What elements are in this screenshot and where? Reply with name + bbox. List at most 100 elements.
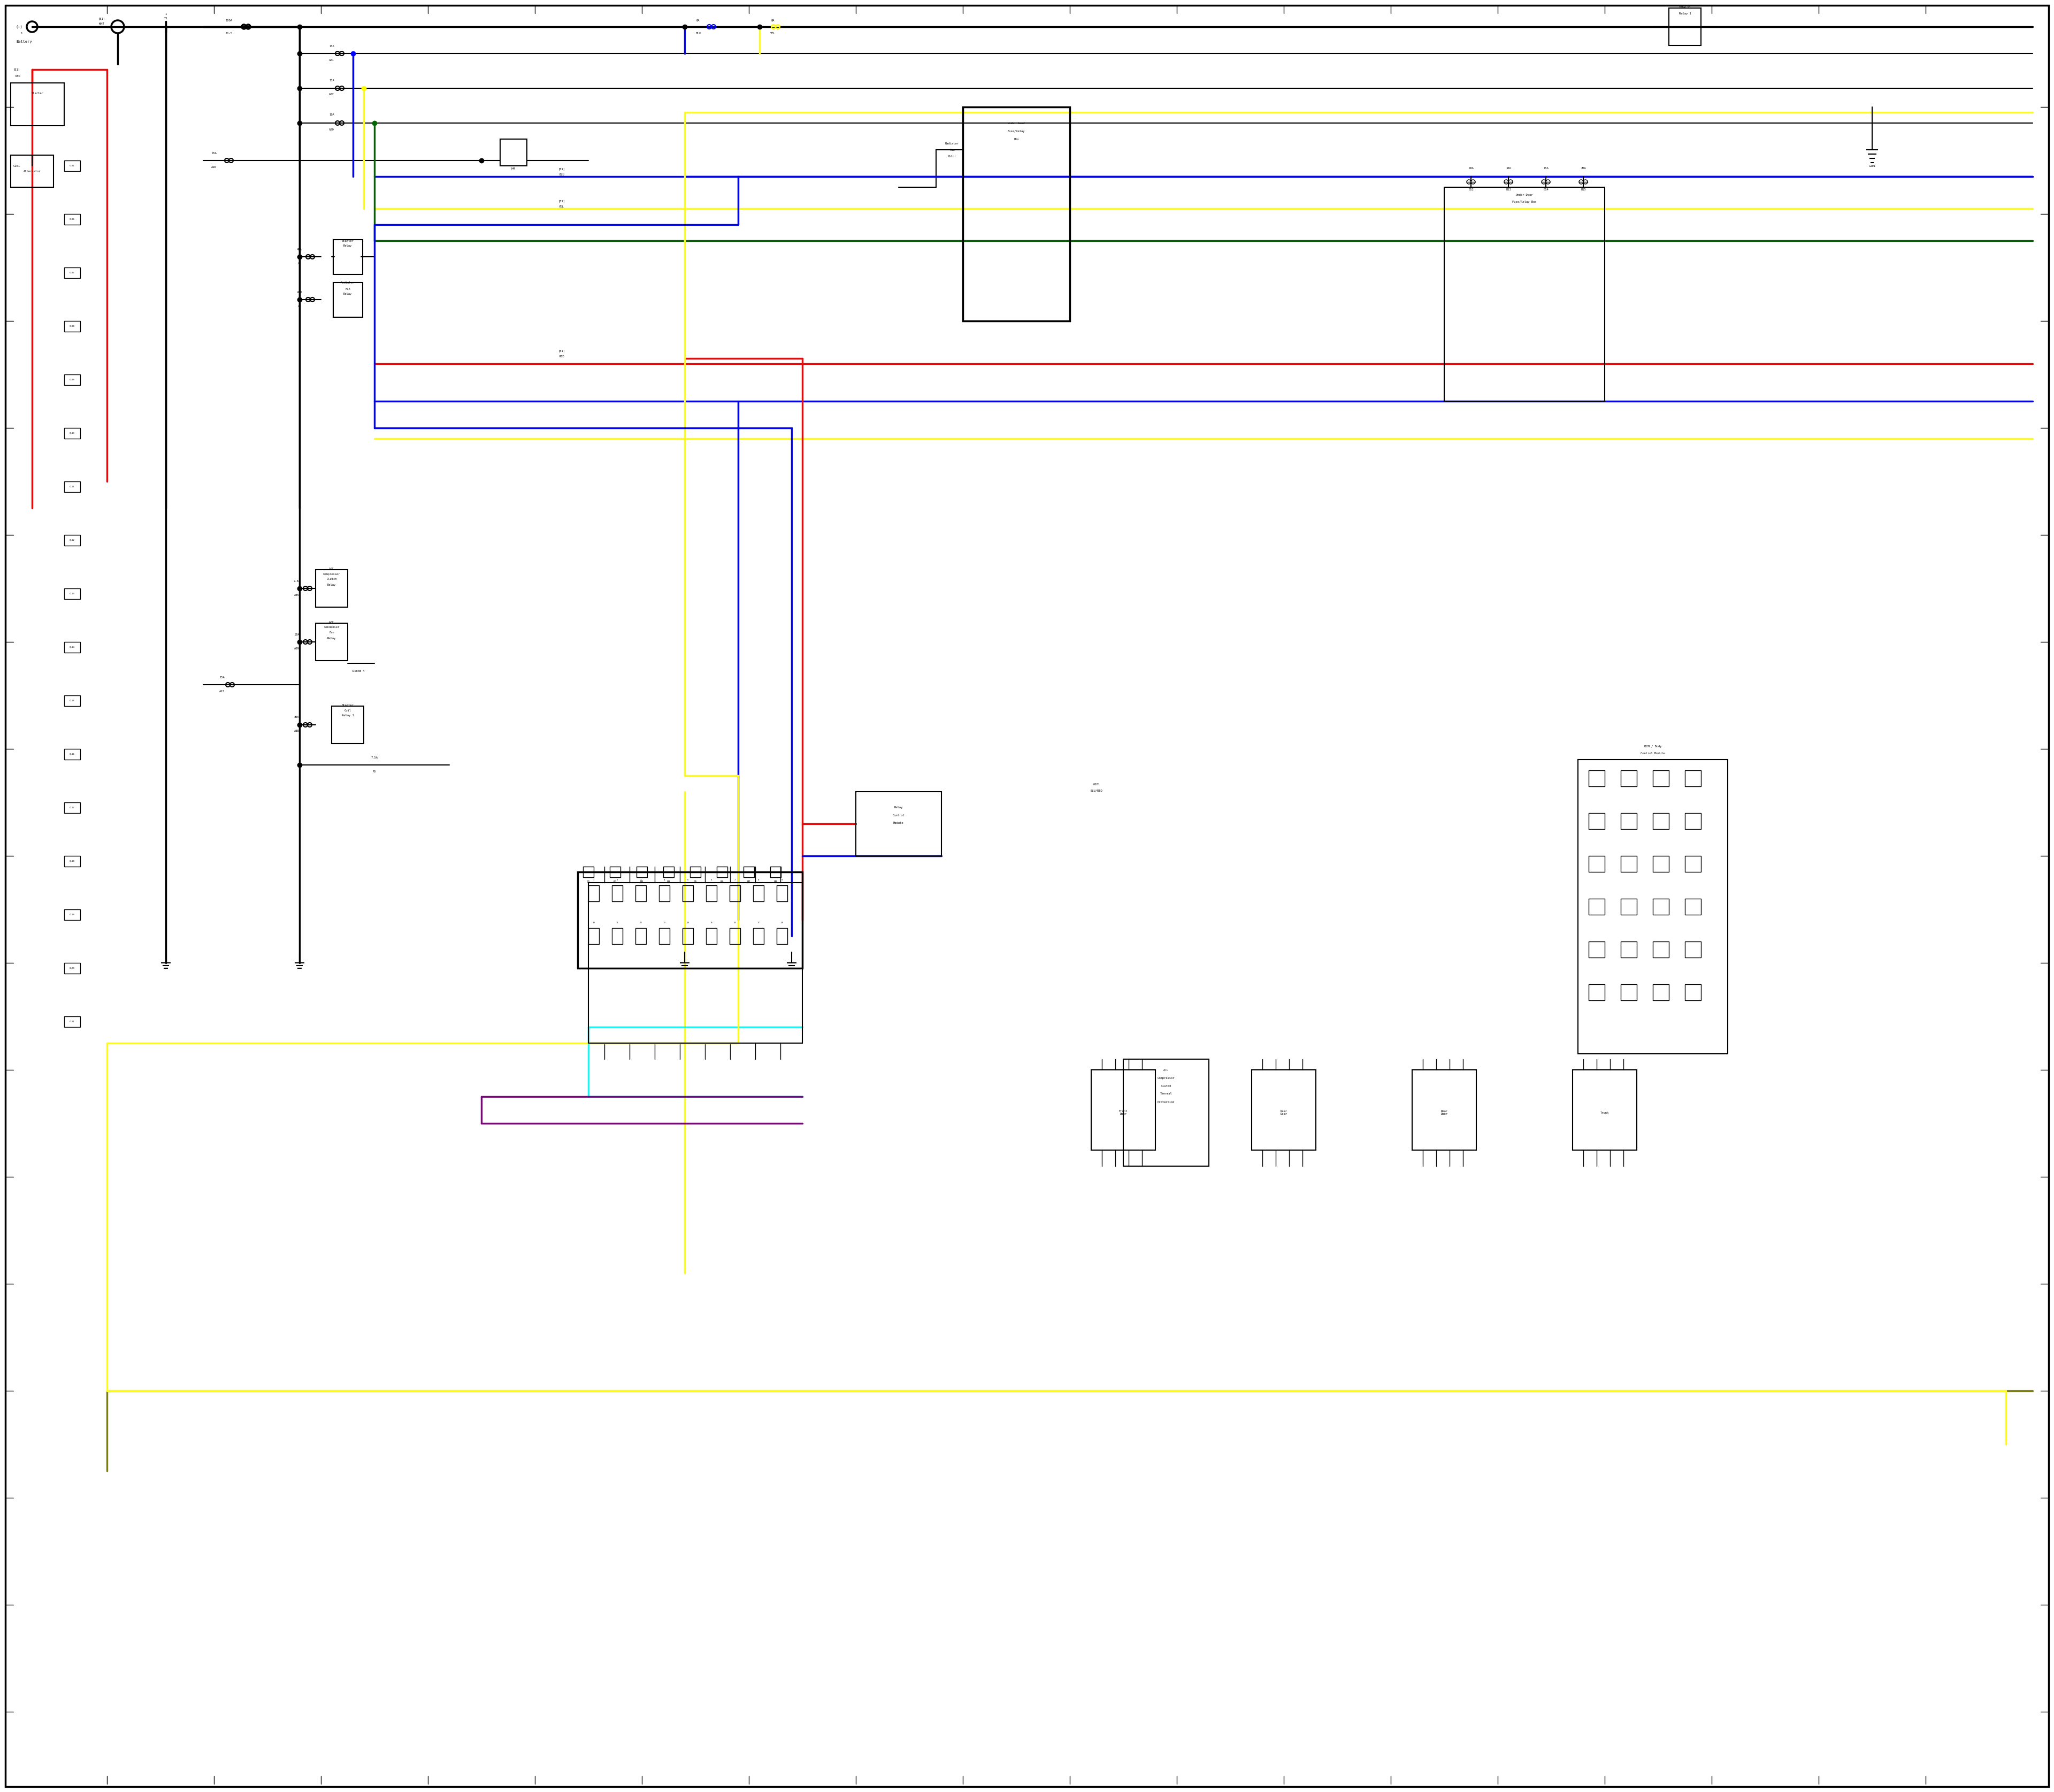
Bar [1653, 941, 1668, 957]
Bar [744, 867, 754, 878]
Bar [610, 867, 620, 878]
Text: Module: Module [893, 821, 904, 824]
Text: C109: C109 [70, 378, 74, 382]
Bar [1684, 771, 1701, 787]
Text: 11: 11 [616, 921, 618, 925]
Bar [587, 883, 803, 1043]
Bar [64, 749, 80, 760]
Text: WHT: WHT [99, 23, 105, 25]
Text: C101: C101 [70, 165, 74, 167]
Text: C114: C114 [70, 647, 74, 649]
Bar [316, 570, 347, 607]
Bar [663, 867, 674, 878]
Text: Relay: Relay [327, 636, 337, 640]
Bar [1653, 857, 1668, 873]
Bar [1588, 771, 1604, 787]
Bar [583, 867, 594, 878]
Text: Thermal: Thermal [1161, 1093, 1173, 1095]
Bar [1588, 898, 1604, 914]
Bar [64, 803, 80, 814]
Text: 13: 13 [663, 921, 665, 925]
Text: Clutch: Clutch [327, 579, 337, 581]
Bar [612, 928, 622, 944]
Text: YEL: YEL [770, 32, 776, 34]
Text: 15A: 15A [1543, 167, 1549, 170]
Bar [729, 885, 739, 901]
Text: Starter: Starter [341, 704, 353, 706]
Bar [1621, 898, 1637, 914]
Text: C121: C121 [70, 1021, 74, 1023]
Bar [1684, 984, 1701, 1000]
Text: YEL: YEL [559, 204, 565, 208]
Bar [577, 873, 803, 968]
Text: B3: B3 [641, 880, 643, 883]
Bar [64, 857, 80, 867]
Bar [1588, 984, 1604, 1000]
Bar [64, 909, 80, 919]
Text: A39: A39 [294, 647, 300, 650]
Text: BLU/RED: BLU/RED [1091, 788, 1103, 792]
Bar [1251, 1070, 1317, 1150]
Text: RED: RED [559, 355, 565, 358]
Bar [1653, 771, 1668, 787]
Bar [587, 885, 600, 901]
Text: Compressor: Compressor [1156, 1077, 1175, 1079]
Text: B2: B2 [614, 880, 616, 883]
Bar [635, 928, 647, 944]
Bar [316, 624, 347, 661]
Text: 20A: 20A [1582, 167, 1586, 170]
Text: B13: B13 [1506, 188, 1512, 192]
Text: 15A: 15A [220, 676, 224, 679]
Bar [754, 885, 764, 901]
Bar [1684, 898, 1701, 914]
Text: [E1]: [E1] [559, 199, 565, 202]
Text: Rear
Door: Rear Door [1280, 1109, 1288, 1116]
Text: (+): (+) [16, 25, 23, 29]
Text: C111: C111 [70, 486, 74, 487]
Text: Alternator: Alternator [23, 170, 41, 172]
Bar [707, 928, 717, 944]
Text: A29: A29 [329, 127, 335, 131]
Bar [776, 928, 787, 944]
Text: Control: Control [893, 814, 904, 817]
Text: 8A: 8A [770, 20, 774, 22]
Text: Fan: Fan [345, 287, 351, 290]
Text: C113: C113 [70, 593, 74, 595]
Text: BCM / Body: BCM / Body [1643, 745, 1662, 747]
Text: 15A: 15A [212, 152, 216, 154]
Bar [717, 867, 727, 878]
Bar [1621, 857, 1637, 873]
Text: [E1]: [E1] [99, 18, 105, 20]
Text: Relay: Relay [343, 246, 351, 247]
Text: 15A: 15A [329, 79, 335, 82]
Bar [64, 588, 80, 599]
Bar [1091, 1070, 1154, 1150]
Text: [E1]: [E1] [559, 168, 565, 170]
Text: Relay: Relay [343, 292, 351, 296]
Bar [770, 867, 781, 878]
Text: 15A: 15A [329, 45, 335, 47]
Text: B4: B4 [668, 880, 670, 883]
Bar [64, 482, 80, 493]
Text: Fuse/Relay: Fuse/Relay [1009, 129, 1025, 133]
Bar [635, 885, 647, 901]
Bar [587, 928, 600, 944]
Text: 7.5A: 7.5A [294, 579, 300, 582]
Text: B12: B12 [1469, 188, 1473, 192]
Text: 18: 18 [781, 921, 783, 925]
Bar [1653, 984, 1668, 1000]
Bar [1588, 814, 1604, 830]
Text: Trunk: Trunk [1600, 1111, 1608, 1115]
Bar [333, 240, 364, 274]
Text: Battery: Battery [16, 39, 33, 43]
Text: G101: G101 [1093, 783, 1101, 785]
Bar [857, 792, 941, 857]
Text: B6: B6 [721, 880, 723, 883]
Text: Radiator: Radiator [341, 281, 355, 283]
Bar [1413, 1070, 1477, 1150]
Text: Control Module: Control Module [1641, 753, 1666, 754]
Text: B1: B1 [587, 880, 589, 883]
Bar [1577, 760, 1727, 1054]
Text: C108: C108 [70, 324, 74, 328]
Text: C106: C106 [70, 219, 74, 220]
